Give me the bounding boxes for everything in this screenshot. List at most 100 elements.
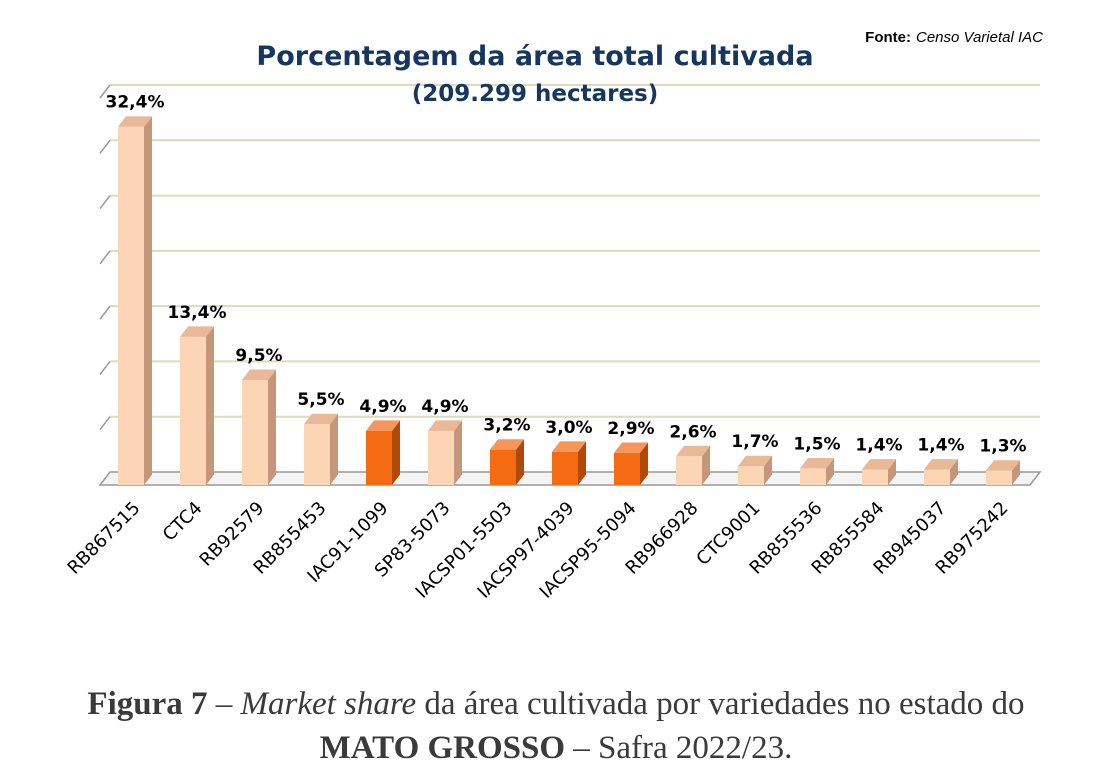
gridline-tick: [99, 305, 111, 320]
bar-side: [640, 442, 648, 485]
value-label: 32,4%: [106, 93, 165, 113]
category-label: RB867515: [64, 498, 145, 579]
bar-side: [578, 441, 586, 485]
bar-front: [986, 470, 1012, 485]
bar-front: [924, 469, 950, 485]
figure-caption: Figura 7 – Market share da área cultivad…: [0, 682, 1112, 770]
bar-chart: 32,4% 13,4% 9,5% 5,5% 4,9% 4,9% 3,2% 3,0% 2,9% 2,…: [64, 29, 1044, 603]
source-label: Fonte:: [865, 29, 911, 46]
caption-line-1: Figura 7 – Market share da área cultivad…: [0, 682, 1112, 726]
value-label: 3,0%: [545, 418, 592, 438]
value-label: 1,7%: [731, 432, 778, 452]
bar-top: [180, 326, 214, 337]
chart-title: Porcentagem da área total cultivada: [256, 41, 813, 72]
bar-top: [614, 442, 648, 453]
bar-RB855536: [800, 458, 834, 485]
bar-RB92579: [242, 369, 276, 485]
gridline-tick: [99, 250, 111, 265]
bar-front: [862, 469, 888, 485]
bar-front: [366, 430, 392, 485]
bar-front: [428, 430, 454, 485]
bar-CTC4: [180, 326, 214, 485]
chart-grid: [99, 84, 1040, 431]
bar-side: [268, 369, 276, 485]
bar-IACSP01-5503: [490, 439, 524, 485]
bar-side: [330, 413, 338, 485]
bar-top: [924, 459, 958, 470]
bar-front: [738, 466, 764, 485]
bar-RB945037: [924, 459, 958, 485]
caption-line-2: MATO GROSSO – Safra 2022/23.: [0, 726, 1112, 770]
value-label: 4,9%: [359, 397, 406, 417]
chart-source: Fonte: Censo Varietal IAC: [865, 29, 1043, 46]
bar-side: [392, 420, 400, 485]
bar-top: [738, 455, 772, 467]
gridline-tick: [99, 84, 111, 99]
bar-top: [862, 459, 896, 470]
gridline-tick: [99, 360, 111, 375]
category-labels: RB867515 CTC4RB92579RB855453IAC91-1099SP8…: [64, 498, 1013, 603]
bar-top: [366, 420, 400, 431]
gridline-tick: [99, 416, 111, 431]
caption-figure-label: Figura 7: [87, 686, 208, 722]
bar-CTC9001: [738, 455, 772, 485]
value-label: 1,3%: [979, 437, 1026, 457]
bar-side: [950, 459, 958, 485]
bar-top: [490, 439, 524, 450]
bar-front: [304, 424, 330, 485]
bar-top: [800, 458, 834, 469]
caption-dash-1: –: [207, 686, 241, 722]
bar-top: [242, 369, 276, 380]
bar-side: [516, 439, 524, 485]
bar-SP83-5073: [428, 420, 462, 485]
bar-front: [490, 449, 516, 485]
bar-IACSP97-4039: [552, 441, 586, 485]
value-labels: 32,4% 13,4% 9,5% 5,5% 4,9% 4,9% 3,2% 3,0% 2,9% 2,…: [106, 93, 1027, 457]
bar-side: [764, 455, 772, 485]
bar-side: [702, 445, 710, 485]
value-label: 13,4%: [168, 303, 227, 323]
bar-IAC91-1099: [366, 420, 400, 485]
bar-side: [1012, 460, 1020, 485]
value-label: 2,9%: [607, 419, 654, 439]
bar-RB867515: [118, 116, 152, 486]
caption-dash-2: –: [565, 730, 599, 766]
bar-front: [242, 379, 268, 485]
bar-top: [986, 460, 1020, 471]
bar-front: [676, 456, 702, 485]
chart-bars: [118, 116, 1020, 486]
bar-IACSP95-5094: [614, 442, 648, 485]
caption-state: MATO GROSSO: [319, 730, 566, 766]
bar-top: [676, 445, 710, 457]
bar-front: [118, 126, 144, 486]
value-label: 1,4%: [855, 436, 902, 456]
bar-RB975242: [986, 460, 1020, 485]
chart-subtitle: (209.299 hectares): [412, 81, 659, 107]
bar-front: [800, 468, 826, 485]
bar-front: [614, 452, 640, 485]
value-label: 4,9%: [421, 397, 468, 417]
value-label: 1,4%: [917, 436, 964, 456]
value-label: 3,2%: [483, 416, 530, 436]
bar-front: [180, 336, 206, 485]
bar-top: [118, 116, 152, 127]
bar-top: [304, 413, 338, 425]
bar-RB855453: [304, 413, 338, 485]
bar-front: [552, 451, 578, 485]
value-label: 1,5%: [793, 434, 840, 454]
source-text: Censo Varietal IAC: [916, 29, 1043, 46]
gridline-tick: [99, 195, 111, 210]
value-label: 9,5%: [235, 346, 282, 366]
category-label: CTC4: [159, 498, 207, 546]
gridline-tick: [99, 139, 111, 154]
caption-text-1: da área cultivada por variedades no esta…: [416, 686, 1025, 722]
bar-RB966928: [676, 445, 710, 485]
caption-text-2: Safra 2022/23.: [598, 730, 793, 766]
bar-top: [552, 441, 586, 452]
bar-RB855584: [862, 459, 896, 485]
bar-top: [428, 420, 462, 431]
bar-side: [826, 458, 834, 485]
bar-side: [144, 116, 152, 485]
bar-side: [888, 459, 896, 485]
value-label: 5,5%: [297, 390, 344, 410]
